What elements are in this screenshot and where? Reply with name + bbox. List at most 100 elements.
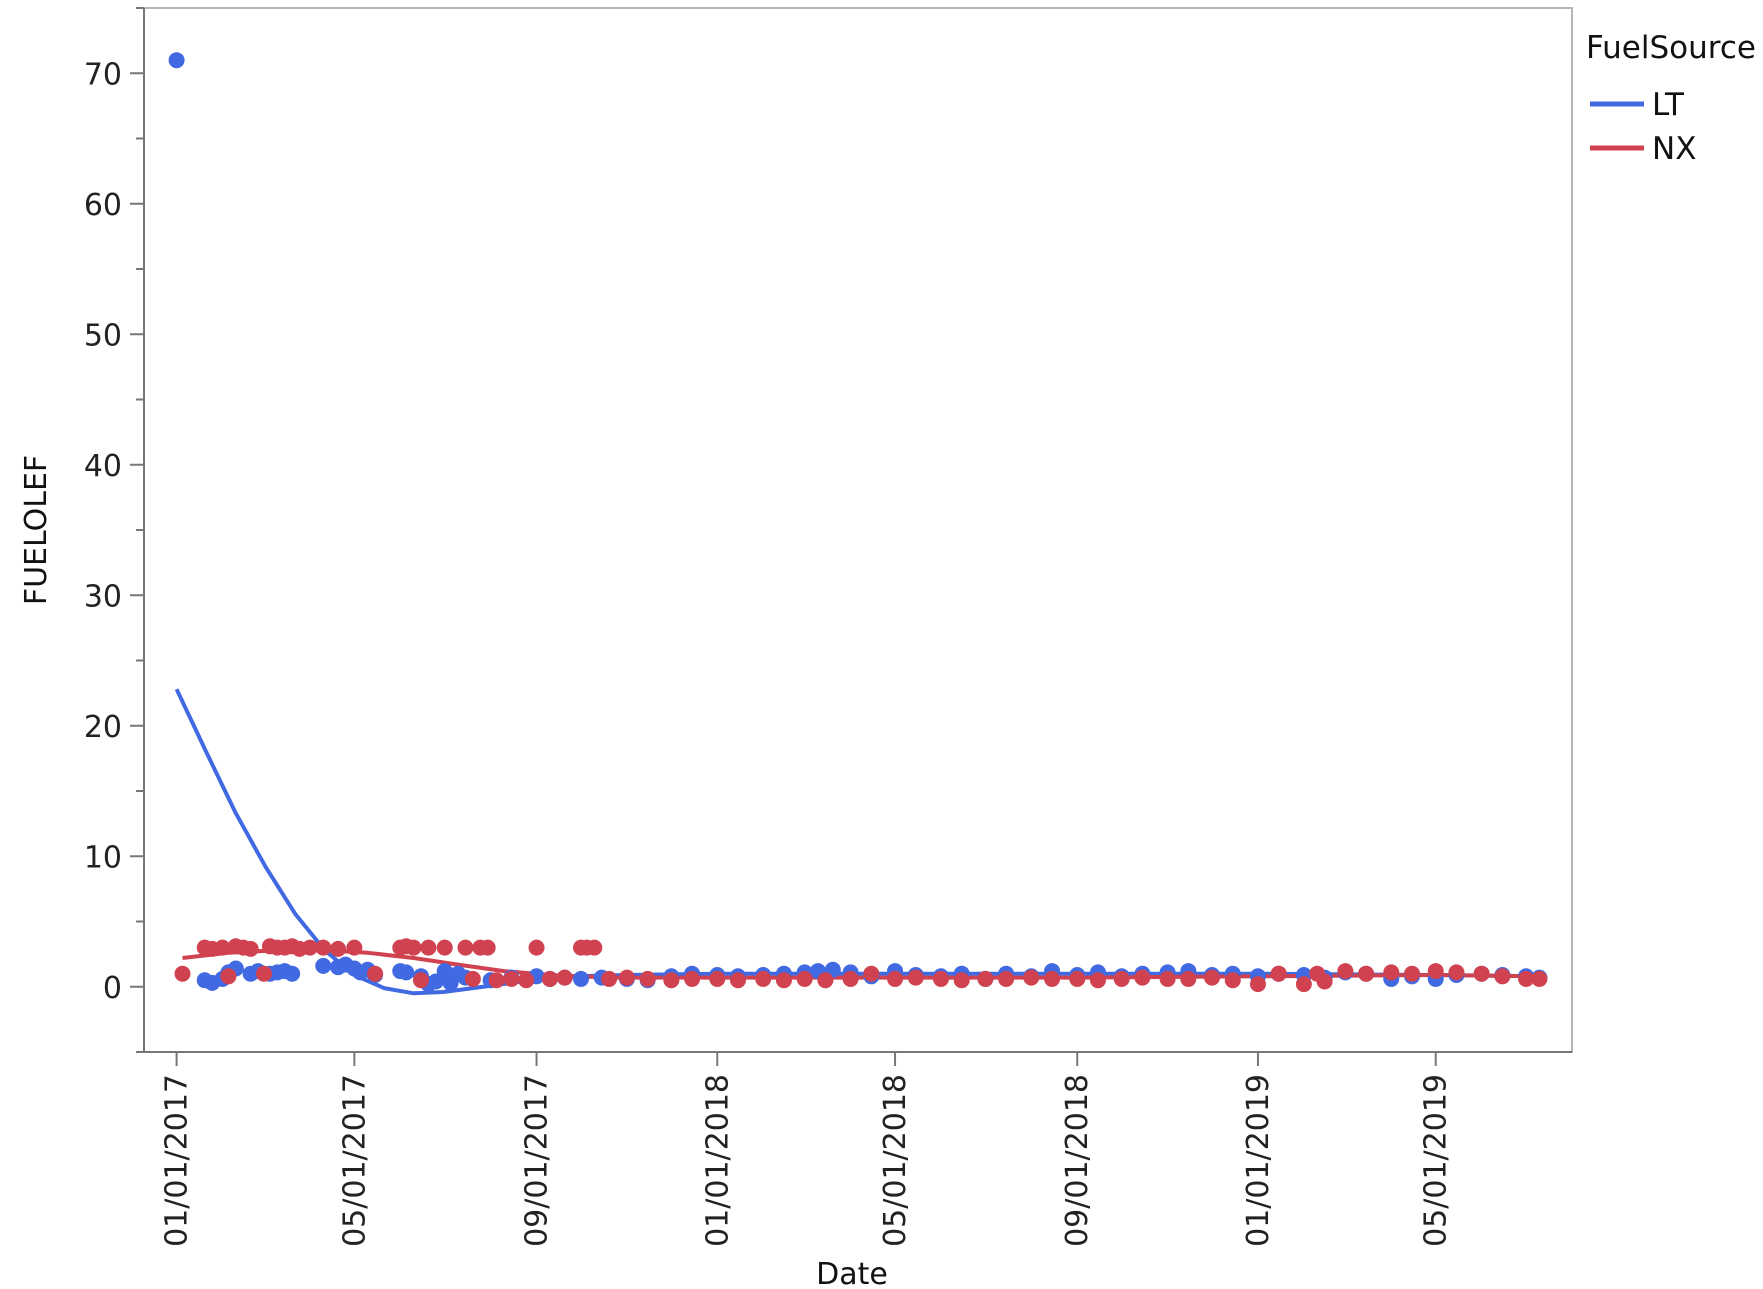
point-nx	[639, 970, 656, 987]
point-nx	[755, 970, 772, 987]
legend-label-lt: LT	[1652, 87, 1685, 123]
point-nx	[663, 972, 680, 989]
point-nx	[932, 970, 949, 987]
point-lt	[284, 965, 301, 982]
y-axis-title: FUELOLEF	[19, 455, 54, 605]
point-nx	[1383, 964, 1400, 981]
point-nx	[1427, 963, 1444, 980]
point-nx	[220, 968, 237, 985]
x-tick-label: 05/01/2019	[1419, 1074, 1454, 1247]
point-nx	[1337, 963, 1354, 980]
point-nx	[730, 972, 747, 989]
point-nx	[1089, 972, 1106, 989]
y-tick-label: 50	[84, 318, 122, 353]
point-nx	[174, 965, 191, 982]
point-nx	[887, 970, 904, 987]
point-nx	[796, 970, 813, 987]
point-nx	[1204, 969, 1221, 986]
point-lt	[398, 964, 415, 981]
point-nx	[1358, 965, 1375, 982]
point-nx	[541, 970, 558, 987]
point-nx	[479, 939, 496, 956]
point-nx	[1159, 970, 1176, 987]
plot-frame	[143, 7, 1573, 1053]
x-axis: 01/01/2017 05/01/2017 09/01/2017 01/01/2018…	[144, 1051, 1572, 1247]
y-tick-label: 60	[84, 188, 122, 223]
point-nx	[1473, 965, 1490, 982]
x-axis-title: Date	[816, 1257, 888, 1289]
point-nx	[601, 970, 618, 987]
point-lt	[572, 970, 589, 987]
point-nx	[413, 972, 430, 989]
legend: FuelSource LT NX	[1586, 30, 1756, 167]
x-tick-label: 05/01/2018	[878, 1074, 913, 1247]
point-nx	[301, 939, 318, 956]
point-lt	[427, 973, 444, 990]
point-lt	[168, 52, 185, 69]
legend-label-nx: NX	[1652, 131, 1696, 167]
y-axis: 0 10 20 30 40 50 60 70	[84, 7, 145, 1053]
point-nx	[1180, 970, 1197, 987]
point-nx	[1113, 970, 1130, 987]
point-nx	[1494, 968, 1511, 985]
point-nx	[1134, 969, 1151, 986]
point-nx	[709, 970, 726, 987]
point-nx	[907, 969, 924, 986]
x-tick-label: 01/01/2019	[1241, 1074, 1276, 1247]
y-tick-label: 40	[84, 449, 122, 484]
point-nx	[242, 940, 259, 957]
point-nx	[684, 970, 701, 987]
point-nx	[1448, 964, 1465, 981]
point-nx	[457, 939, 474, 956]
point-nx	[775, 972, 792, 989]
point-nx	[863, 965, 880, 982]
point-nx	[315, 939, 332, 956]
point-nx	[464, 970, 481, 987]
point-nx	[618, 969, 635, 986]
x-tick-label: 05/01/2017	[337, 1074, 372, 1247]
legend-title: FuelSource	[1586, 30, 1756, 66]
y-tick-label: 70	[84, 57, 122, 92]
point-nx	[518, 972, 535, 989]
point-nx	[1224, 972, 1241, 989]
point-nx	[346, 939, 363, 956]
point-nx	[998, 970, 1015, 987]
point-nx	[1249, 976, 1266, 993]
point-lt	[315, 957, 332, 974]
data-points	[168, 52, 1548, 993]
x-tick-label: 01/01/2017	[160, 1074, 195, 1247]
y-tick-label: 10	[84, 840, 122, 875]
point-nx	[1270, 965, 1287, 982]
point-nx	[1069, 970, 1086, 987]
x-tick-label: 09/01/2017	[520, 1074, 555, 1247]
y-tick-label: 0	[103, 971, 122, 1006]
point-nx	[586, 939, 603, 956]
point-nx	[1531, 970, 1548, 987]
point-nx	[255, 965, 272, 982]
point-nx	[1518, 970, 1535, 987]
point-nx	[1404, 965, 1421, 982]
y-tick-label: 30	[84, 579, 122, 614]
point-nx	[977, 970, 994, 987]
fit-line-lt	[174, 688, 1540, 996]
point-nx	[436, 939, 453, 956]
point-nx	[420, 939, 437, 956]
point-nx	[1044, 970, 1061, 987]
point-nx	[405, 939, 422, 956]
point-nx	[1023, 969, 1040, 986]
point-nx	[1316, 973, 1333, 990]
point-nx	[556, 969, 573, 986]
point-nx	[842, 970, 859, 987]
point-nx	[953, 972, 970, 989]
x-tick-label: 09/01/2018	[1060, 1074, 1095, 1247]
point-nx	[528, 939, 545, 956]
point-nx	[817, 972, 834, 989]
x-tick-label: 01/01/2018	[700, 1074, 735, 1247]
point-nx	[330, 940, 347, 957]
y-tick-label: 20	[84, 710, 122, 745]
point-nx	[367, 965, 384, 982]
point-nx	[214, 939, 231, 956]
point-nx	[1295, 976, 1312, 993]
point-nx	[488, 972, 505, 989]
